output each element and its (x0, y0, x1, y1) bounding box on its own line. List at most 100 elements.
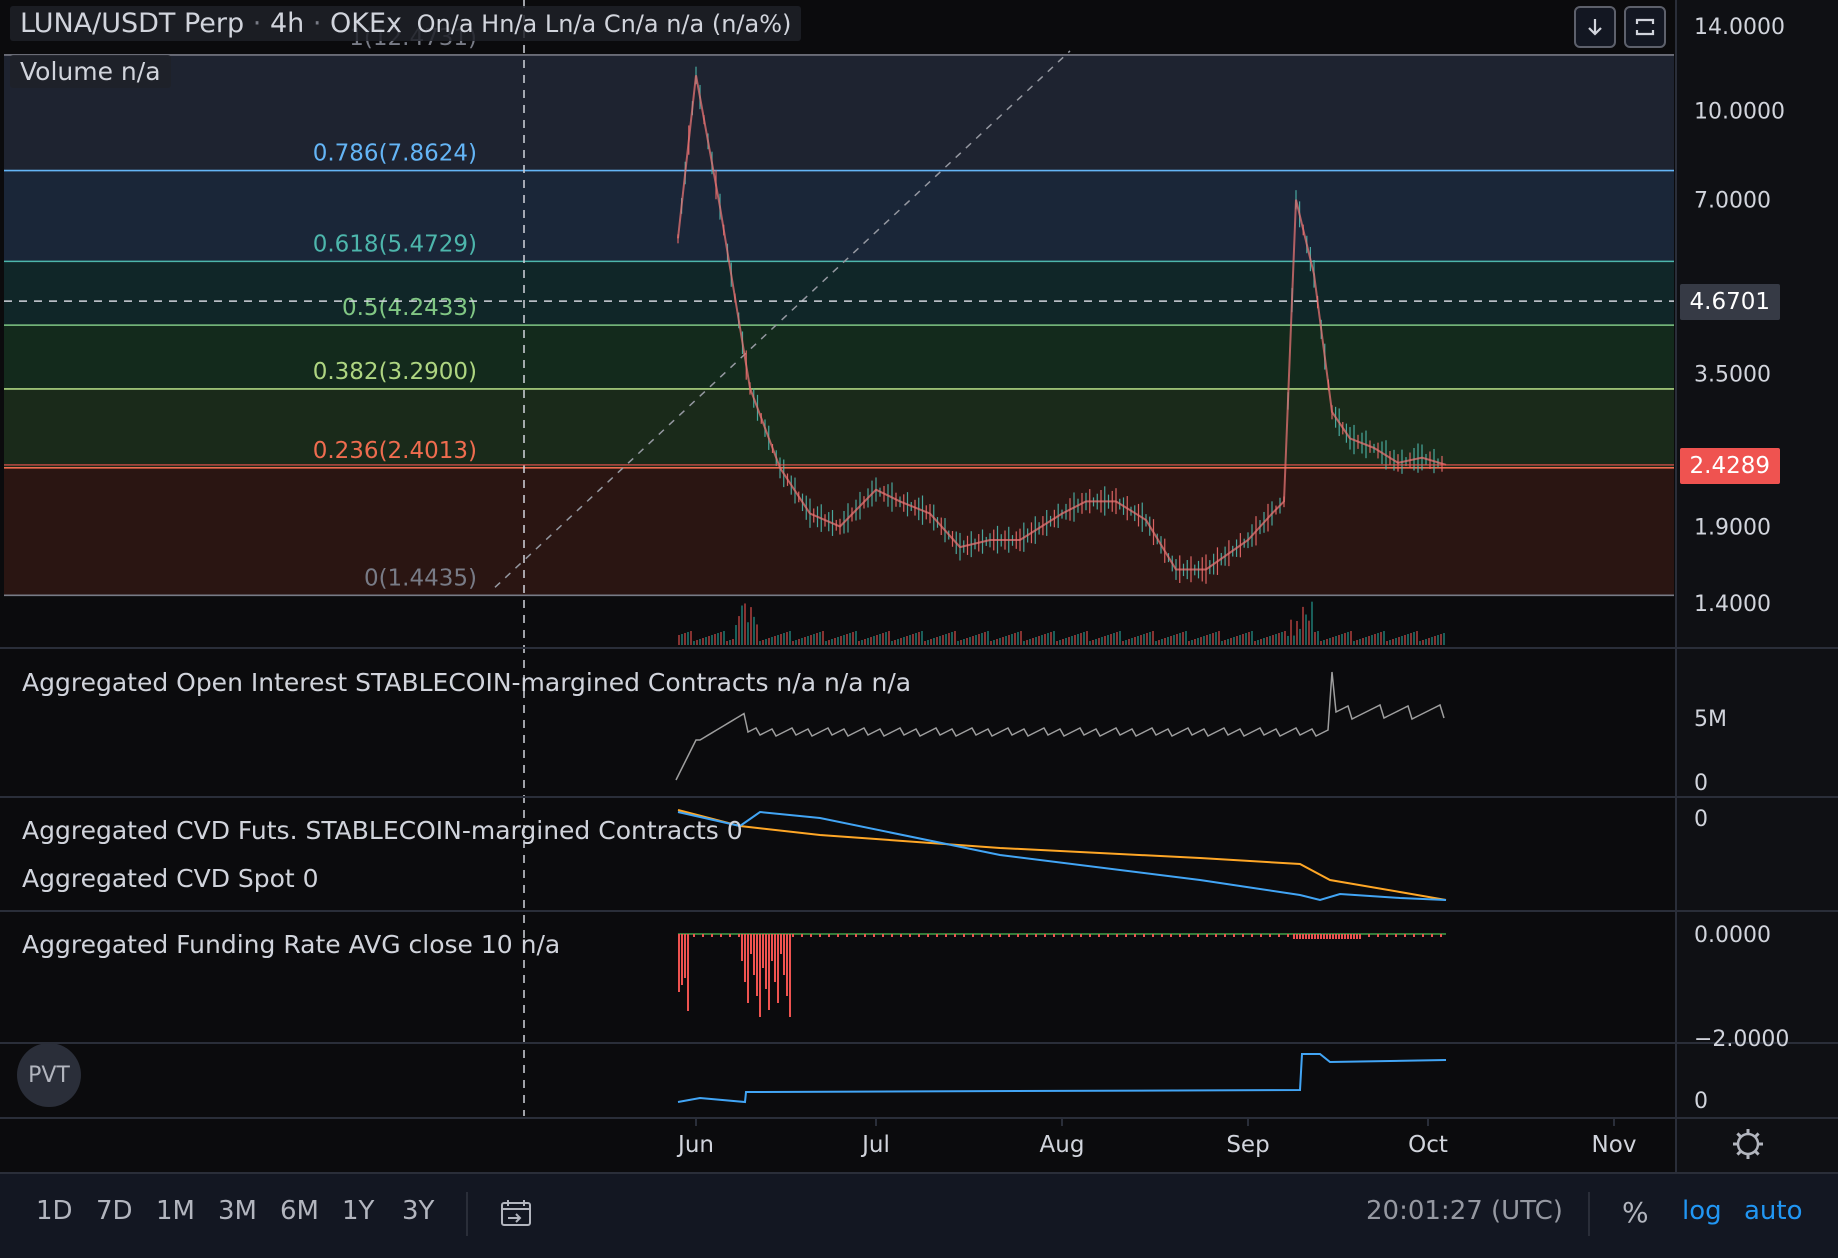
volume-bar (702, 638, 704, 645)
fullscreen-button[interactable] (1624, 6, 1666, 48)
funding-bar (810, 934, 812, 937)
funding-bar (1089, 934, 1091, 937)
volume-legend[interactable]: Volume n/a (10, 55, 171, 88)
volume-bar (1326, 639, 1328, 645)
volume-bar (1260, 639, 1262, 645)
collapse-legend-button[interactable] (1574, 6, 1616, 48)
volume-bar (1350, 631, 1352, 645)
volume-bar (975, 635, 977, 645)
volume-bar (1002, 637, 1004, 645)
volume-bar (1413, 632, 1415, 645)
volume-bar (1332, 637, 1334, 645)
volume-bar (720, 632, 722, 645)
volume-bar (1410, 633, 1412, 645)
volume-bar (684, 633, 686, 645)
volume-bar (693, 641, 695, 645)
volume-bar (738, 616, 740, 645)
volume-bar (1380, 632, 1382, 645)
range-3y-button[interactable]: 3Y (402, 1196, 434, 1226)
volume-bar (744, 603, 746, 645)
funding-bar (1317, 934, 1319, 939)
time-tick: Sep (1226, 1132, 1269, 1158)
volume-bar (1389, 640, 1391, 645)
fib-level-label: 0.236(2.4013) (313, 438, 477, 464)
auto-toggle[interactable]: auto (1744, 1196, 1803, 1226)
volume-bar (1137, 636, 1139, 645)
funding-bar (1422, 934, 1424, 937)
volume-bar (1419, 641, 1421, 645)
funding-bar (963, 934, 965, 937)
percent-toggle[interactable]: % (1622, 1196, 1649, 1229)
volume-bar (858, 641, 860, 645)
volume-bar (1149, 632, 1151, 645)
volume-bar (960, 640, 962, 645)
range-7d-button[interactable]: 7D (96, 1196, 133, 1226)
range-6m-button[interactable]: 6M (280, 1196, 319, 1226)
volume-bar (1329, 638, 1331, 645)
funding-bar (789, 934, 791, 1017)
volume-bar (1110, 634, 1112, 645)
log-toggle[interactable]: log (1682, 1196, 1722, 1226)
funding-bar (768, 934, 770, 1010)
volume-bar (1107, 635, 1109, 645)
funding-bar (1386, 934, 1388, 937)
volume-bar (1191, 640, 1193, 645)
range-1m-button[interactable]: 1M (156, 1196, 195, 1226)
volume-bar (1173, 635, 1175, 645)
volume-bar (1041, 635, 1043, 645)
symbol-legend[interactable]: LUNA/USDT Perp · 4h · OKEx On/a Hn/a Ln/… (10, 6, 801, 41)
price-tick: 10.0000 (1694, 99, 1785, 124)
volume-bar (879, 634, 881, 645)
utc-clock[interactable]: 20:01:27 (UTC) (1366, 1196, 1563, 1226)
funding-bar (1233, 934, 1235, 937)
volume-bar (1290, 620, 1292, 645)
volume-bar (864, 639, 866, 645)
volume-bar (1221, 641, 1223, 645)
volume-bar (1284, 631, 1286, 645)
volume-bar (1056, 641, 1058, 645)
volume-bar (870, 637, 872, 645)
volume-bar (1065, 638, 1067, 645)
volume-bar (1083, 632, 1085, 645)
price-tick: 3.5000 (1694, 362, 1771, 387)
volume-bar (732, 639, 734, 645)
funding-bar (738, 934, 740, 937)
volume-bar (1047, 633, 1049, 645)
funding-bar (927, 934, 929, 937)
volume-bar (1374, 634, 1376, 645)
funding-bar (753, 934, 755, 975)
price-tick: 1.9000 (1694, 515, 1771, 540)
divider (466, 1192, 468, 1236)
date-range-icon[interactable] (498, 1196, 534, 1232)
funding-bar (1395, 934, 1397, 937)
funding-bar (1161, 934, 1163, 937)
volume-bar (786, 632, 788, 645)
volume-bar (1200, 637, 1202, 645)
funding-bar (900, 934, 902, 937)
volume-bar (909, 635, 911, 645)
volume-bar (930, 639, 932, 645)
funding-bar (1308, 934, 1310, 939)
volume-bar (963, 639, 965, 645)
crosshair-price: 4.6701 (1690, 289, 1770, 315)
funding-bar (819, 934, 821, 937)
volume-bar (1383, 631, 1385, 645)
range-1d-button[interactable]: 1D (36, 1196, 73, 1226)
volume-bar (789, 631, 791, 645)
funding-bar (750, 934, 752, 954)
range-1y-button[interactable]: 1Y (342, 1196, 374, 1226)
volume-bar (1242, 634, 1244, 645)
pvt-badge[interactable]: PVT (17, 1043, 81, 1107)
price-tick: 7.0000 (1694, 189, 1771, 214)
range-3m-button[interactable]: 3M (218, 1196, 257, 1226)
funding-bar (1431, 934, 1433, 937)
bottom-toolbar: 1D 7D 1M 3M 6M 1Y 3Y 20:01:27 (UTC) % lo… (0, 1172, 1838, 1258)
volume-bar (1089, 641, 1091, 645)
funding-bar (687, 934, 689, 1011)
funding-bar (1242, 934, 1244, 937)
funding-bar (762, 934, 764, 968)
volume-bar (1347, 632, 1349, 645)
volume-bar (825, 641, 827, 645)
funding-bar (780, 934, 782, 954)
